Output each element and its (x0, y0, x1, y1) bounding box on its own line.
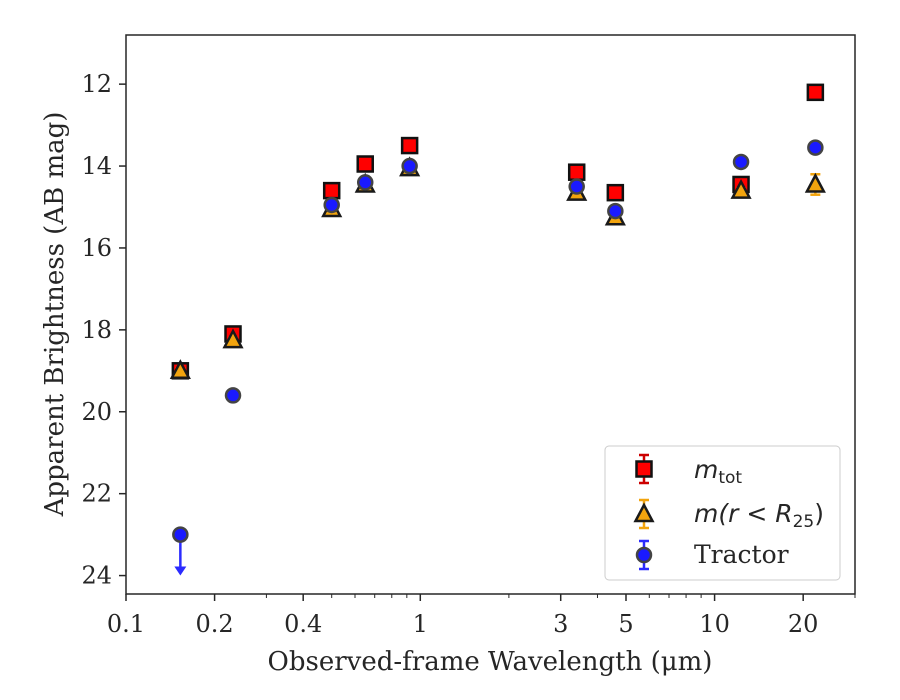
series-mr25 (169, 156, 826, 380)
mr25-point (222, 328, 244, 349)
tractor-point (356, 174, 374, 191)
x-axis-label: Observed-frame Wavelength (μm) (268, 647, 713, 677)
y-tick-label: 20 (81, 398, 112, 426)
x-tick-label: 10 (699, 610, 730, 638)
legend-frame (604, 445, 841, 581)
tractor-point (172, 526, 189, 543)
x-tick-label: 1 (413, 610, 428, 638)
x-tick-label: 20 (788, 610, 819, 638)
y-axis-label: Apparent Brightness (AB mag) (40, 112, 70, 518)
mr25-point (730, 178, 752, 199)
legend-mtot-sub: tot (718, 468, 742, 488)
mtot-point (322, 181, 341, 200)
mr25-point (804, 172, 826, 193)
y-tick-label: 14 (81, 152, 112, 180)
legend-label-mr25: m(r < R25) (694, 499, 824, 532)
mtot-point (567, 163, 586, 181)
y-tick-label: 12 (81, 70, 112, 98)
tractor-point (323, 196, 340, 214)
tractor-point (224, 387, 242, 404)
upper-limit-arrowhead (174, 566, 187, 576)
mtot-point (806, 83, 825, 102)
plot-frame (125, 34, 856, 595)
x-tick-label: 0.2 (196, 610, 234, 638)
y-tick-label: 18 (81, 316, 112, 344)
legend-mtot-base: m (694, 455, 718, 484)
legend-mr-prefix: m(r < R (694, 499, 793, 528)
y-tick-label: 22 (81, 480, 112, 508)
legend-tractor-marker (635, 546, 653, 564)
legend-mtot-marker (635, 460, 653, 478)
legend-mr-suffix: ) (814, 499, 824, 528)
tractor-point (807, 139, 824, 156)
tractor-point (732, 153, 750, 171)
tractor-point (568, 178, 585, 195)
series-tractor (172, 139, 824, 576)
legend: mtot m(r < R25) Tractor (604, 445, 841, 581)
x-tick-label: 0.1 (107, 610, 145, 638)
legend-mr25-marker (633, 502, 655, 523)
mtot-point (356, 155, 374, 173)
y-tick-label: 16 (81, 234, 112, 262)
x-tick-label: 3 (553, 610, 568, 638)
tractor-point (401, 157, 418, 175)
x-tick-label: 5 (618, 610, 633, 638)
series-mtot (171, 83, 825, 380)
mr25-point (169, 359, 191, 380)
legend-label-mtot: mtot (694, 455, 742, 488)
x-tick-label: 0.4 (284, 610, 322, 638)
legend-label-tractor: Tractor (694, 540, 789, 569)
mtot-point (606, 183, 625, 202)
y-tick-label: 24 (81, 562, 112, 590)
legend-mr-sub: 25 (793, 512, 815, 532)
mtot-point (400, 136, 419, 155)
tractor-point (607, 202, 624, 220)
